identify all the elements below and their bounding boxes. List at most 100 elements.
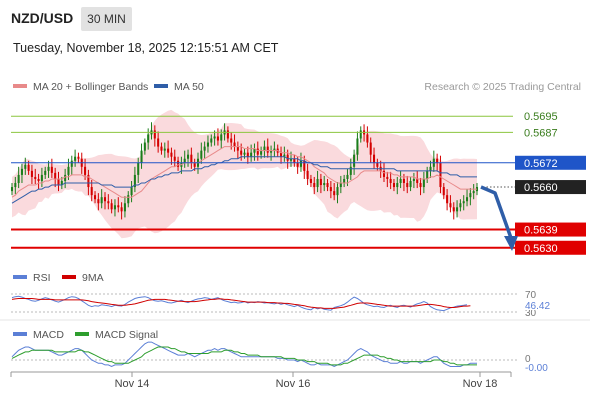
candle <box>100 189 103 209</box>
candle <box>157 131 160 153</box>
candle <box>103 192 107 210</box>
forecast-arrow <box>480 185 518 251</box>
x-tick-label: Nov 18 <box>463 378 498 390</box>
candle <box>153 125 156 147</box>
candle <box>359 126 362 143</box>
candle <box>143 138 146 155</box>
candle <box>50 158 53 178</box>
legend-ma20-swatch <box>13 84 27 88</box>
candle <box>44 166 47 179</box>
legend-macd-swatch <box>13 332 27 336</box>
candle <box>270 145 273 161</box>
candle <box>167 140 170 158</box>
candle <box>177 156 180 171</box>
candle <box>323 175 326 192</box>
candle <box>17 166 20 189</box>
rsi-9ma-line <box>11 298 471 309</box>
candle <box>339 175 342 194</box>
candle <box>422 171 425 194</box>
candle <box>309 174 312 188</box>
candle <box>419 177 422 196</box>
rsi-value-bg <box>522 299 556 310</box>
candle <box>30 164 33 185</box>
support-label-bg <box>515 222 586 237</box>
symbol-title: NZD/USD <box>11 10 74 26</box>
candle <box>190 147 193 169</box>
candle <box>226 126 229 143</box>
ma50-line <box>11 156 477 204</box>
candle <box>117 197 120 213</box>
candle <box>466 189 469 207</box>
rsi-70-tick: 70 <box>525 290 537 301</box>
candle <box>369 137 372 163</box>
candle <box>329 180 332 199</box>
candle <box>263 140 266 158</box>
candle <box>389 171 392 190</box>
moving-averages <box>11 146 477 204</box>
candle <box>353 149 356 175</box>
candle <box>299 152 302 172</box>
x-axis-ticks: Nov 14 Nov 16 Nov 18 <box>115 372 498 390</box>
candle <box>90 179 93 202</box>
candle <box>283 146 286 162</box>
candle <box>170 147 173 165</box>
candle <box>77 152 80 163</box>
candle <box>253 143 256 161</box>
legend-9ma-label: 9MA <box>82 272 104 284</box>
macd-lines <box>11 341 477 368</box>
candle <box>319 173 322 194</box>
candle <box>306 163 309 186</box>
candle <box>250 144 253 162</box>
legend-9ma-swatch <box>62 275 76 279</box>
support-label: 0.5639 <box>524 225 558 237</box>
candle <box>94 191 97 204</box>
rsi-lines <box>11 295 471 312</box>
candle <box>313 176 316 195</box>
candle <box>70 155 73 175</box>
candle <box>280 146 283 164</box>
rsi-30-tick: 30 <box>525 308 537 319</box>
ma20-line <box>11 146 477 198</box>
legend-ma20-label: MA 20 + Bollinger Bands <box>33 81 148 93</box>
timeframe-badge[interactable]: 30 MIN <box>81 7 132 31</box>
candle <box>349 158 352 180</box>
x-tick-label: Nov 14 <box>115 378 150 390</box>
legend-rsi-label: RSI <box>33 272 51 284</box>
x-tick-label: Nov 16 <box>276 378 311 390</box>
legend-macd-signal-swatch <box>75 332 89 336</box>
candle <box>409 176 412 192</box>
candle <box>412 172 415 189</box>
candle <box>366 126 369 148</box>
resistance-label: 0.5687 <box>524 127 558 139</box>
candle <box>14 176 17 195</box>
candle <box>343 174 346 188</box>
rsi-value-label: 46.42 <box>525 301 550 312</box>
candle <box>399 170 402 189</box>
candle <box>446 189 449 211</box>
bollinger-band-area <box>12 109 477 239</box>
candle <box>187 149 190 167</box>
candle <box>303 155 306 179</box>
candle <box>57 171 60 192</box>
candle <box>266 138 269 158</box>
candle <box>246 146 249 164</box>
candle <box>110 199 113 214</box>
candle <box>203 141 206 159</box>
candle <box>386 171 389 188</box>
candle <box>54 167 57 188</box>
candle <box>47 160 50 178</box>
candle <box>130 180 133 203</box>
legend-rsi-swatch <box>13 275 27 279</box>
candle <box>356 131 359 161</box>
candle <box>472 184 475 200</box>
candle <box>123 196 126 218</box>
rsi-line <box>11 295 468 312</box>
legend-macd-label: MACD <box>33 329 64 341</box>
candle <box>326 178 329 192</box>
bollinger-bands <box>12 109 477 239</box>
candle <box>147 128 150 150</box>
candle <box>206 135 209 153</box>
candle <box>273 141 276 157</box>
support-label: 0.5630 <box>524 243 558 255</box>
